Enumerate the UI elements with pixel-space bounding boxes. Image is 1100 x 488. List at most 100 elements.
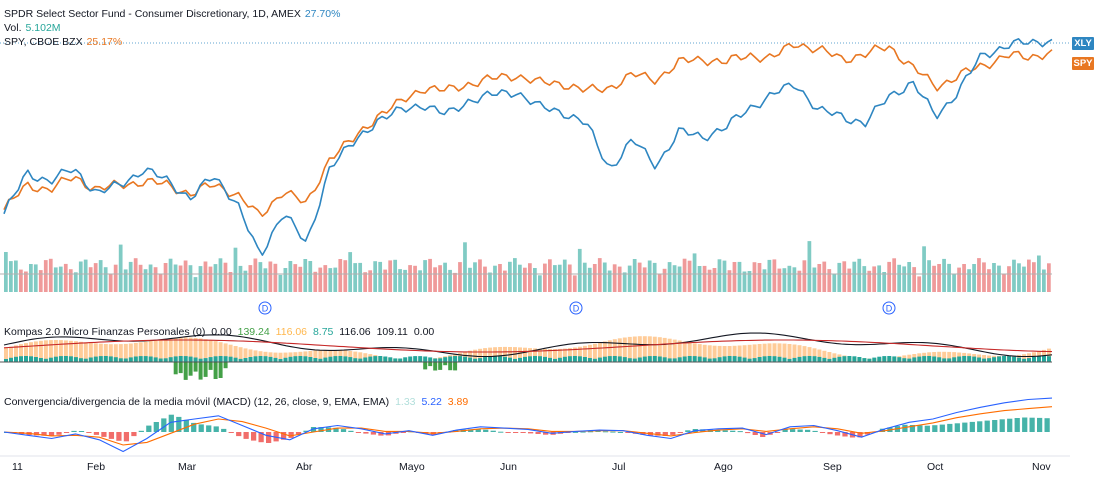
macd-histogram-bar (363, 432, 369, 434)
kompas-bar-base (972, 356, 977, 362)
kompas-bar-base (468, 357, 473, 362)
volume-bar (498, 264, 502, 292)
volume-bar (93, 263, 98, 292)
kompas-bar-base (757, 357, 762, 362)
kompas-bar-base (912, 357, 917, 362)
kompas-bar-base (862, 358, 867, 362)
kompas-bar-base (553, 358, 557, 362)
kompas-bar-base (1032, 357, 1036, 362)
macd-histogram-bar (580, 431, 586, 433)
x-tick-label: Jul (612, 461, 626, 473)
kompas-bar-base (148, 356, 153, 362)
volume-bar (1032, 262, 1036, 292)
kompas-bar-base (677, 357, 682, 362)
kompas-bar (243, 348, 248, 362)
kompas-bar (727, 346, 732, 362)
kompas-bar (762, 343, 767, 362)
kompas-bar-base (867, 358, 872, 362)
macd-histogram-bar (819, 432, 826, 433)
kompas-bar (153, 340, 158, 362)
kompas-bar-base (123, 358, 128, 362)
macd-histogram-bar (48, 432, 55, 437)
kompas-bar-base (957, 356, 962, 362)
kompas-bar (982, 355, 987, 362)
macd-histogram-bar (992, 420, 998, 432)
kompas-bar (123, 343, 128, 362)
volume-bar (363, 272, 368, 292)
volume-bar (687, 260, 692, 292)
volume-bar (837, 262, 842, 292)
kompas-bar-base (737, 356, 742, 362)
kompas-neg-bar (438, 362, 443, 370)
macd-histogram-bar (715, 430, 721, 432)
volume-bar (368, 270, 373, 292)
kompas-neg-bar (183, 362, 188, 380)
kompas-bar-base (58, 356, 63, 362)
kompas-bar-base (458, 356, 463, 362)
kompas-bar-base (133, 356, 138, 362)
volume-bar (118, 244, 123, 292)
kompas-bar-base (293, 356, 298, 362)
kompas-bar-base (348, 357, 353, 362)
kompas-bar (907, 354, 912, 362)
macd-histogram-bar (198, 424, 204, 432)
kompas-bar-base (143, 356, 148, 362)
x-tick-label: Mayo (399, 461, 425, 473)
volume-bar (143, 269, 148, 292)
macd-histogram-bar (468, 429, 474, 432)
kompas-bar (767, 343, 772, 362)
volume-bar (338, 259, 343, 292)
macd-histogram-bar (221, 428, 227, 432)
volume-bar (622, 272, 627, 292)
kompas-bar-base (308, 357, 313, 362)
macd-histogram-bar (1029, 417, 1035, 432)
volume-bar (228, 272, 233, 292)
volume-bar (393, 259, 398, 292)
volume-bar (707, 269, 712, 292)
kompas-bar-base (942, 358, 947, 362)
volume-bar (647, 260, 652, 292)
kompas-bar-base (752, 358, 757, 362)
kompas-bar (812, 348, 817, 362)
volume-bar (717, 259, 722, 292)
kompas-bar-base (433, 358, 438, 362)
kompas-bar-base (218, 356, 223, 362)
macd-histogram-bar (909, 425, 916, 432)
volume-bar (997, 265, 1001, 292)
volume-bar (543, 263, 547, 292)
volume-bar (617, 266, 622, 292)
kompas-bar-base (707, 358, 712, 362)
kompas-bar-base (572, 356, 577, 362)
kompas-bar-base (1047, 356, 1051, 362)
kompas-bar-base (557, 357, 562, 362)
kompas-bar-base (837, 356, 842, 362)
volume-bar (952, 273, 956, 292)
macd-histogram-bar (310, 427, 317, 432)
volume-bar (98, 260, 103, 292)
kompas-bar-base (642, 356, 647, 362)
kompas-bar (792, 344, 797, 362)
macd-histogram-bar (954, 423, 960, 432)
kompas-bar-base (747, 358, 752, 362)
macd-histogram-bar (176, 416, 182, 432)
kompas-bar-base (398, 358, 403, 362)
macd-histogram-bar (131, 432, 137, 437)
kompas-bar-base (842, 356, 847, 362)
volume-bar (173, 264, 178, 292)
volume-bar (123, 269, 128, 292)
volume-bar (208, 266, 213, 292)
kompas-bar (827, 352, 832, 362)
volume-bar (243, 270, 248, 292)
macd-histogram-bar (288, 432, 294, 438)
kompas-bar-base (403, 357, 408, 362)
kompas-bar-base (1017, 357, 1022, 362)
kompas-bar (358, 352, 363, 362)
kompas-bar-base (418, 356, 423, 362)
kompas-bar-base (802, 356, 807, 362)
volume-bar (248, 265, 253, 292)
kompas-bar (1022, 354, 1027, 362)
kompas-neg-bar (178, 362, 183, 374)
macd-histogram-bar (924, 425, 930, 432)
macd-histogram-bar (251, 432, 257, 441)
kompas-bar-base (53, 356, 58, 362)
